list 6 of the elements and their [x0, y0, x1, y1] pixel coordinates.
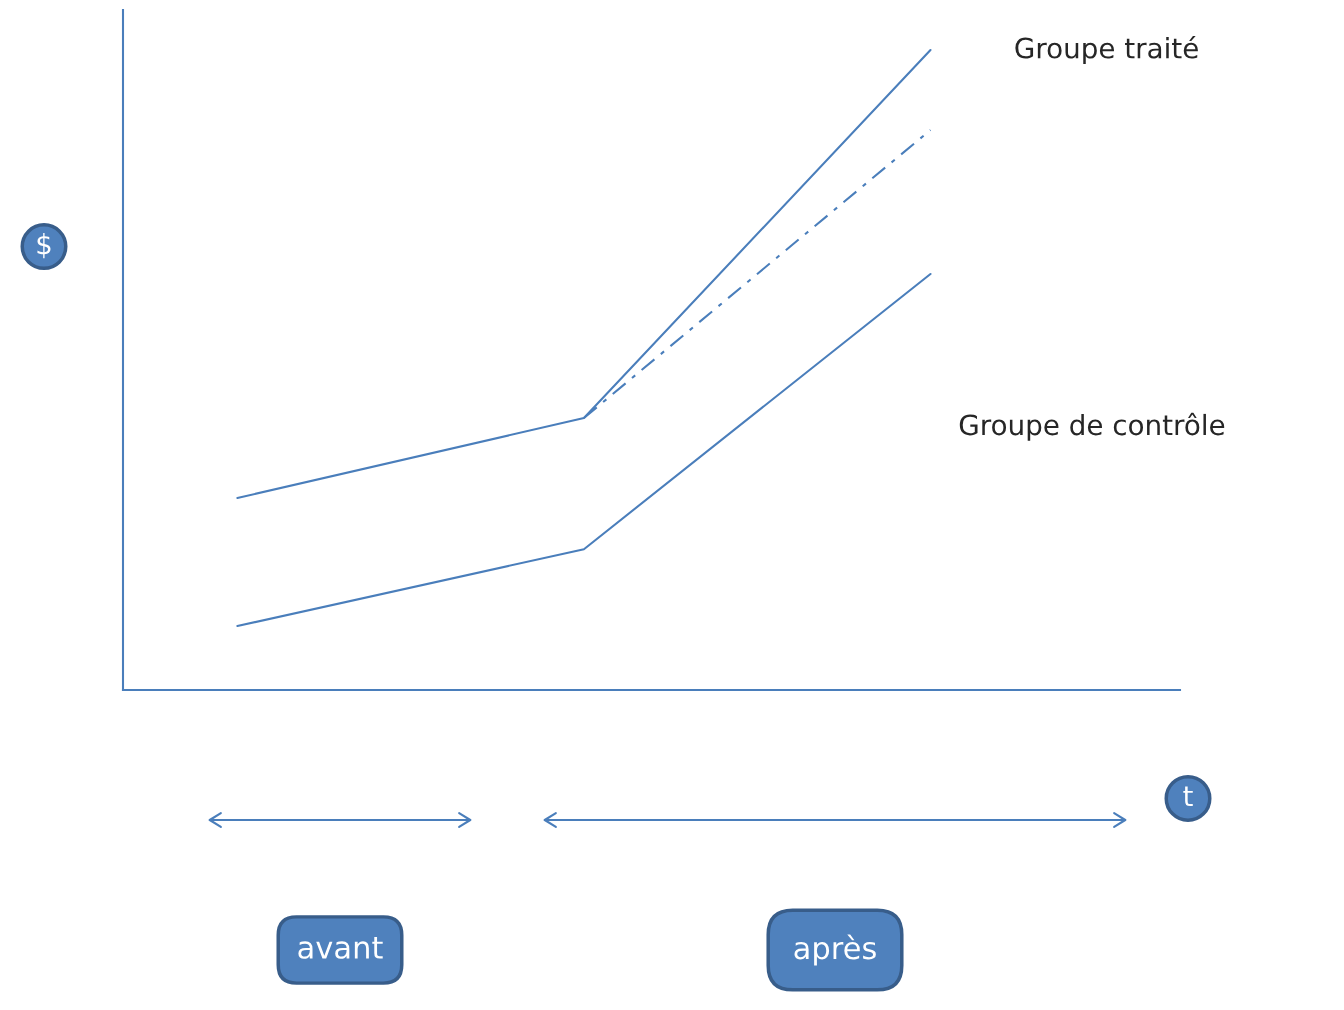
y-axis-title: $ [37, 233, 51, 259]
text: avant [298, 936, 383, 959]
text: Groupe traité [1015, 36, 1198, 64]
text: après [794, 934, 876, 966]
x-axis-title: t [1183, 786, 1193, 807]
text: Groupe de contrôle [959, 412, 1225, 441]
